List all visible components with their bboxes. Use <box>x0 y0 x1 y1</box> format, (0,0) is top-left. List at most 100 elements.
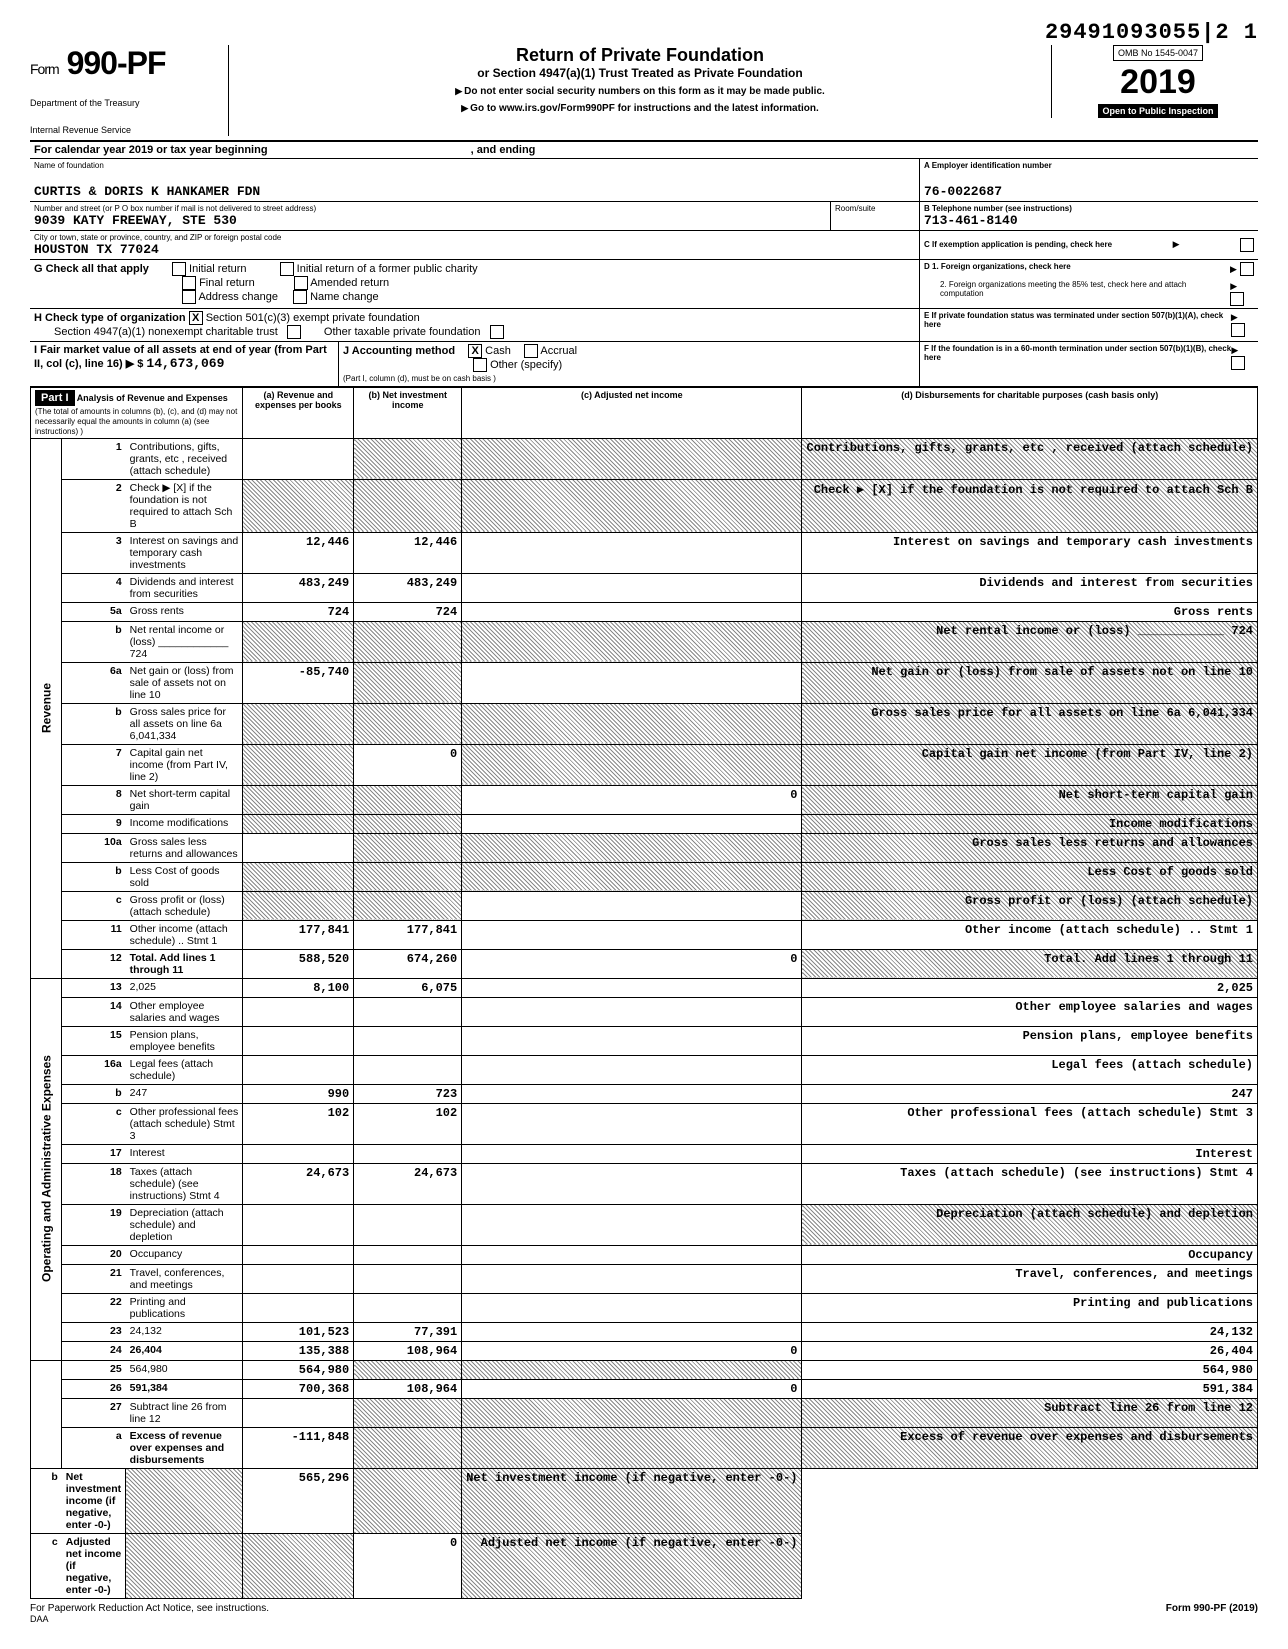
note-url: Go to www.irs.gov/Form990PF for instruct… <box>239 103 1041 114</box>
line-number: 2 <box>62 479 126 532</box>
line-description: Net gain or (loss) from sale of assets n… <box>126 662 243 703</box>
table-row: Revenue1Contributions, gifts, grants, et… <box>31 438 1258 479</box>
arrow-icon: ▶ <box>1230 281 1237 291</box>
cell-d: Excess of revenue over expenses and disb… <box>802 1427 1258 1468</box>
room-label: Room/suite <box>835 204 915 213</box>
public-inspection: Open to Public Inspection <box>1098 104 1217 118</box>
line-number: c <box>62 1103 126 1144</box>
j-opt-1: Accrual <box>540 345 577 357</box>
line-description: Capital gain net income (from Part IV, l… <box>126 744 243 785</box>
f-checkbox[interactable] <box>1231 356 1245 370</box>
form-number-block: Form 990-PF Department of the Treasury I… <box>30 45 229 136</box>
addr-phone-row: Number and street (or P O box number if … <box>30 202 1258 231</box>
cell-d: 24,132 <box>802 1322 1258 1341</box>
g-name-checkbox[interactable] <box>293 290 307 304</box>
c-label: C If exemption application is pending, c… <box>924 240 1112 249</box>
part1-table: Part I Analysis of Revenue and Expenses … <box>30 387 1258 1599</box>
table-row: 14Other employee salaries and wagesOther… <box>31 997 1258 1026</box>
cell-a: 564,980 <box>243 1360 354 1379</box>
line-number: 14 <box>62 997 126 1026</box>
cell-c <box>462 978 802 997</box>
foundation-name: CURTIS & DORIS K HANKAMER FDN <box>34 184 915 199</box>
cell-b <box>354 1264 462 1293</box>
h-label: H Check type of organization <box>34 312 186 324</box>
cell-c <box>462 532 802 573</box>
line-number: 12 <box>62 949 126 978</box>
line-number: 22 <box>62 1293 126 1322</box>
h-4947-checkbox[interactable] <box>287 325 301 339</box>
cell-a <box>243 891 354 920</box>
cell-b <box>354 1245 462 1264</box>
cell-d: Adjusted net income (if negative, enter … <box>462 1533 802 1598</box>
cell-b <box>354 1204 462 1245</box>
cell-d: Gross sales less returns and allowances <box>802 833 1258 862</box>
cell-a: 101,523 <box>243 1322 354 1341</box>
cell-a <box>243 1245 354 1264</box>
phone-label: B Telephone number (see instructions) <box>924 204 1254 213</box>
h-501c3-checkbox[interactable]: X <box>189 311 203 325</box>
g-address-checkbox[interactable] <box>182 290 196 304</box>
cell-b <box>354 785 462 814</box>
cell-d: Net investment income (if negative, ente… <box>462 1468 802 1533</box>
arrow-icon: ▶ <box>1173 239 1180 250</box>
cell-d: Other professional fees (attach schedule… <box>802 1103 1258 1144</box>
c-checkbox[interactable] <box>1240 238 1254 252</box>
table-row: 11Other income (attach schedule) .. Stmt… <box>31 920 1258 949</box>
table-row: 8Net short-term capital gain0Net short-t… <box>31 785 1258 814</box>
cell-d: Interest on savings and temporary cash i… <box>802 532 1258 573</box>
cell-c <box>462 1293 802 1322</box>
cell-a <box>243 1144 354 1163</box>
cell-c <box>462 438 802 479</box>
table-row: 2324,132101,52377,39124,132 <box>31 1322 1258 1341</box>
cell-b <box>354 479 462 532</box>
cell-a <box>243 1026 354 1055</box>
cell-a: 102 <box>243 1103 354 1144</box>
line-description: Less Cost of goods sold <box>126 862 243 891</box>
table-row: Operating and Administrative Expenses132… <box>31 978 1258 997</box>
footer-daa: DAA <box>30 1614 1258 1624</box>
cell-b <box>354 862 462 891</box>
city-value: HOUSTON TX 77024 <box>34 242 915 257</box>
d2-checkbox[interactable] <box>1230 292 1244 306</box>
j-accrual-checkbox[interactable] <box>524 344 538 358</box>
g-final-checkbox[interactable] <box>182 276 196 290</box>
col-d-header: (d) Disbursements for charitable purpose… <box>802 387 1258 438</box>
addr-label: Number and street (or P O box number if … <box>34 204 826 213</box>
cell-c <box>462 1264 802 1293</box>
cell-d: 26,404 <box>802 1341 1258 1360</box>
cell-b <box>354 833 462 862</box>
cell-d: Check ▶ [X] if the foundation is not req… <box>802 479 1258 532</box>
j-other-checkbox[interactable] <box>473 358 487 372</box>
form-header: Form 990-PF Department of the Treasury I… <box>30 45 1258 142</box>
j-note: (Part I, column (d), must be on cash bas… <box>343 374 496 383</box>
arrow-icon: ▶ <box>1231 345 1238 355</box>
cell-b: 108,964 <box>354 1379 462 1398</box>
g-amended-checkbox[interactable] <box>294 276 308 290</box>
line-description: Net short-term capital gain <box>126 785 243 814</box>
cell-a <box>243 1264 354 1293</box>
g-initial-former-checkbox[interactable] <box>280 262 294 276</box>
h-other-checkbox[interactable] <box>490 325 504 339</box>
d1-checkbox[interactable] <box>1240 262 1254 276</box>
table-row: 10aGross sales less returns and allowanc… <box>31 833 1258 862</box>
cell-d: Travel, conferences, and meetings <box>802 1264 1258 1293</box>
j-cash-checkbox[interactable]: X <box>468 344 482 358</box>
e-checkbox[interactable] <box>1231 323 1245 337</box>
d2-label: 2. Foreign organizations meeting the 85%… <box>924 280 1230 306</box>
f-label: F If the foundation is in a 60-month ter… <box>924 344 1231 384</box>
cell-d: Legal fees (attach schedule) <box>802 1055 1258 1084</box>
cell-a <box>243 997 354 1026</box>
cell-a: 8,100 <box>243 978 354 997</box>
line-description: Gross profit or (loss) (attach schedule) <box>126 891 243 920</box>
line-description: Depreciation (attach schedule) and deple… <box>126 1204 243 1245</box>
line-number: 13 <box>62 978 126 997</box>
cell-d: 564,980 <box>802 1360 1258 1379</box>
cell-c <box>462 1204 802 1245</box>
g-initial-checkbox[interactable] <box>172 262 186 276</box>
cell-a: 724 <box>243 602 354 621</box>
line-description: 564,980 <box>126 1360 243 1379</box>
line-number: b <box>62 862 126 891</box>
cell-d: Contributions, gifts, grants, etc , rece… <box>802 438 1258 479</box>
cell-b <box>354 1427 462 1468</box>
line-description: 26,404 <box>126 1341 243 1360</box>
